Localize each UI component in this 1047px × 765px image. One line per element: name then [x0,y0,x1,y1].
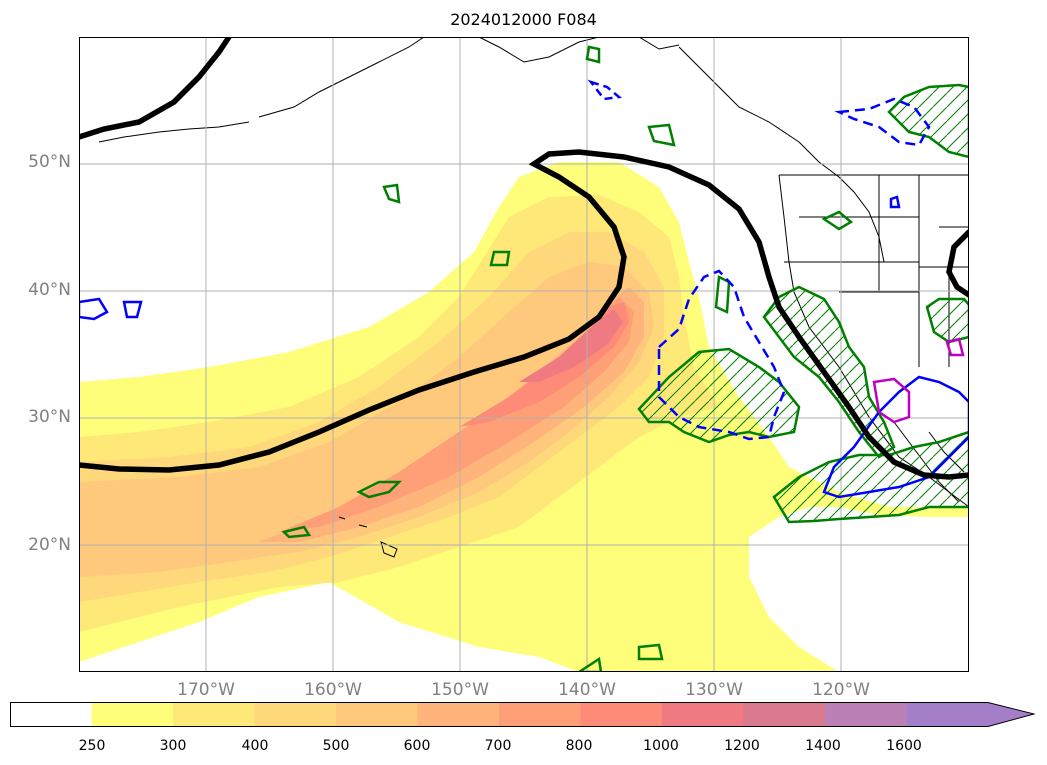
ivt-1000 [519,309,623,382]
lon-label-140w: 140°W [558,680,616,700]
green-region-small-3 [637,643,664,661]
blue-solid-west-2 [122,300,143,319]
state-borders [784,175,969,367]
colorbar-segment [825,702,907,727]
lon-label-120w: 120°W [812,680,870,700]
colorbar-tick-1600: 1600 [886,738,922,754]
colorbar-tick-300: 300 [159,738,187,754]
green-region-small-5 [576,656,603,672]
green-region-small-2 [489,250,511,267]
height-contours [79,37,969,480]
lon-label-150w: 150°W [431,680,489,700]
colorbar-segment [254,702,337,727]
colorbar-segment [499,702,581,727]
lat-label-40: 40°N [28,280,71,300]
colorbar-segment [336,702,418,727]
green-region-bc [647,123,676,147]
map-frame [79,37,969,672]
green-region-small-4 [585,45,601,64]
blue-dashed-alaska [587,79,622,101]
green-region-oregon [821,210,854,231]
colorbar-segment [906,702,1034,727]
blue-dashed-north [834,97,931,147]
green-region-central [714,275,731,314]
lat-label-20: 20°N [28,535,71,555]
green-region-offshore [637,347,801,444]
blue-solid-west-1 [79,297,109,321]
lon-label-130w: 130°W [685,680,743,700]
colorbar-tick-1000: 1000 [643,738,679,754]
colorbar-segment [417,702,500,727]
colorbar-tick-250: 250 [78,738,106,754]
height-contour-east [946,229,969,298]
colorbar-segment [91,702,174,727]
colorbar-tick-1400: 1400 [805,738,841,754]
gridlines [79,37,969,672]
colorbar [10,702,1035,727]
lon-label-160w: 160°W [304,680,362,700]
colorbar-segment [662,702,744,727]
alaska-coastline [258,37,840,178]
colorbar-segment [580,702,663,727]
green-hatched-contours [281,45,969,672]
colorbar-segment [173,702,255,727]
colorbar-tick-400: 400 [241,738,269,754]
green-region-nevada [925,297,969,344]
lat-label-50: 50°N [28,152,71,172]
green-region-hawaii-2 [281,525,312,539]
height-contour-northwest [79,37,232,140]
colorbar-tick-1200: 1200 [724,738,760,754]
green-region-hawaii-1 [356,480,403,499]
colorbar-tick-500: 500 [322,738,350,754]
ivt-500 [79,262,654,577]
map-panel [79,37,969,672]
colorbar-tick-800: 800 [565,738,593,754]
colorbar-outline [10,702,1035,727]
aleutian-islands [98,121,250,143]
magenta-region-baja [872,377,911,424]
magenta-region-small [945,337,965,357]
hawaii-islands [338,516,398,558]
blue-dashed-offshore [657,269,786,441]
map-title: 2024012000 F084 [450,10,597,29]
green-region-northeast [887,83,969,159]
colorbar-segment [10,702,92,727]
colorbar-tick-700: 700 [484,738,512,754]
blue-solid-oregon [889,195,901,209]
colorbar-segment [743,702,826,727]
colorbar-tick-600: 600 [403,738,431,754]
lon-label-170w: 170°W [177,680,235,700]
green-region-small-1 [382,183,401,204]
magenta-contours [872,337,965,424]
height-contour-main [79,149,969,480]
lat-label-30: 30°N [28,407,71,427]
